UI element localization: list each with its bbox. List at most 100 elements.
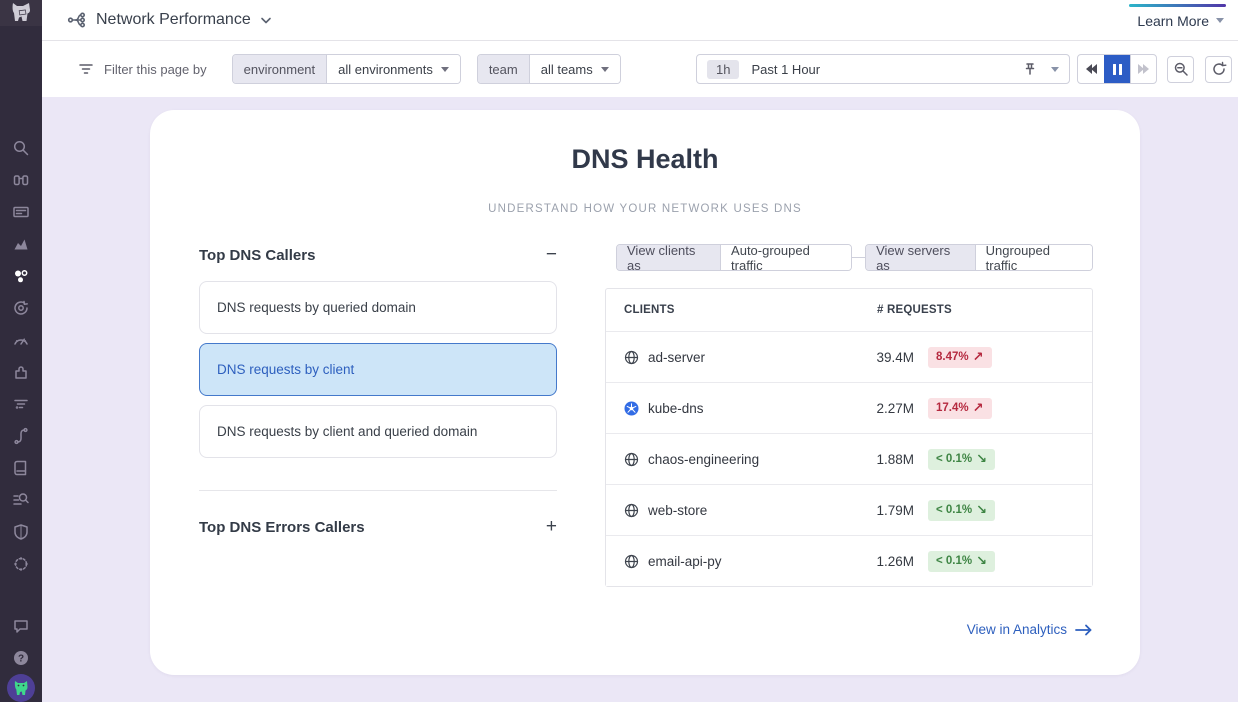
requests-value: 1.26M bbox=[876, 553, 914, 569]
client-name: ad-server bbox=[648, 349, 706, 365]
infrastructure-icon[interactable] bbox=[0, 260, 42, 292]
pin-icon[interactable] bbox=[1023, 62, 1037, 76]
card-subtitle: UNDERSTAND HOW YOUR NETWORK USES DNS bbox=[488, 203, 802, 215]
requests-value: 2.27M bbox=[876, 400, 914, 416]
requests-value: 39.4M bbox=[876, 349, 914, 365]
trend-up-icon: ↗ bbox=[972, 349, 984, 364]
refresh-button[interactable] bbox=[1205, 55, 1232, 83]
fast-forward-button[interactable] bbox=[1130, 55, 1156, 83]
security-shield-icon[interactable] bbox=[0, 516, 42, 548]
synthetics-globe-icon[interactable] bbox=[0, 548, 42, 580]
trend-down-icon: ↘ bbox=[976, 451, 988, 466]
page-title-dropdown[interactable]: Network Performance bbox=[67, 10, 272, 30]
requests-value: 1.79M bbox=[876, 502, 914, 518]
option-dns-requests-by-client[interactable]: DNS requests by client bbox=[199, 343, 557, 396]
chat-feedback-icon[interactable] bbox=[0, 610, 42, 642]
dns-callers-panel: Top DNS Callers − DNS requests by querie… bbox=[199, 244, 557, 538]
logs-icon[interactable] bbox=[0, 388, 42, 420]
view-toggles: View clients as Auto-grouped traffic Vie… bbox=[605, 244, 1093, 271]
option-dns-requests-by-queried-domain[interactable]: DNS requests by queried domain bbox=[199, 281, 557, 334]
metrics-icon[interactable] bbox=[0, 228, 42, 260]
top-dns-errors-callers-title: Top DNS Errors Callers bbox=[199, 518, 365, 536]
dns-clients-panel: View clients as Auto-grouped traffic Vie… bbox=[605, 244, 1093, 587]
filter-bar: Filter this page by environment all envi… bbox=[42, 41, 1238, 97]
collapse-section-button[interactable]: − bbox=[545, 244, 557, 265]
section-divider bbox=[199, 490, 557, 491]
expand-section-button[interactable]: + bbox=[545, 516, 557, 537]
help-icon[interactable]: ? bbox=[0, 642, 42, 674]
client-name: email-api-py bbox=[648, 553, 722, 569]
sidebar: ? bbox=[0, 0, 42, 702]
arrow-right-icon bbox=[1075, 624, 1092, 635]
client-name: kube-dns bbox=[648, 400, 704, 416]
table-row-web-store[interactable]: web-store 1.79M < 0.1% ↘ bbox=[606, 484, 1092, 535]
team-filter-key: team bbox=[477, 55, 529, 83]
globe-icon bbox=[624, 452, 639, 466]
refresh-icon bbox=[1212, 61, 1227, 75]
notebooks-icon[interactable] bbox=[0, 452, 42, 484]
page-title: Network Performance bbox=[96, 11, 251, 28]
top-dns-callers-header: Top DNS Callers − bbox=[199, 244, 557, 266]
table-row-ad-server[interactable]: ad-server 39.4M 8.47% ↗ bbox=[606, 331, 1092, 382]
view-servers-as-label: View servers as bbox=[866, 245, 975, 270]
dashboards-icon[interactable] bbox=[0, 196, 42, 228]
table-header: CLIENTS # REQUESTS bbox=[606, 289, 1092, 331]
view-clients-as-toggle[interactable]: View clients as Auto-grouped traffic bbox=[616, 244, 853, 271]
change-badge: < 0.1% ↘ bbox=[928, 448, 996, 470]
zoom-out-button[interactable] bbox=[1167, 55, 1194, 83]
requests-column-header: # REQUESTS bbox=[877, 304, 952, 316]
learn-more-button[interactable]: Learn More bbox=[1137, 0, 1224, 41]
client-name: chaos-engineering bbox=[648, 451, 760, 467]
toggle-connector bbox=[852, 257, 866, 258]
fast-forward-icon bbox=[1138, 64, 1144, 74]
learn-more-caret-icon bbox=[1216, 18, 1224, 23]
apm-gauge-icon[interactable] bbox=[0, 324, 42, 356]
clients-column-header: CLIENTS bbox=[624, 304, 675, 316]
team-caret-icon bbox=[600, 66, 609, 72]
globe-icon bbox=[624, 554, 639, 568]
requests-value: 1.88M bbox=[876, 451, 914, 467]
time-range-badge: 1h bbox=[707, 59, 740, 79]
time-range-caret-icon bbox=[1051, 66, 1059, 72]
team-filter-value: all teams bbox=[540, 61, 593, 77]
table-row-email-api-py[interactable]: email-api-py 1.26M < 0.1% ↘ bbox=[606, 535, 1092, 586]
avatar-mascot-icon bbox=[14, 681, 28, 695]
zoom-out-icon bbox=[1174, 62, 1188, 76]
audit-logs-icon[interactable] bbox=[0, 484, 42, 516]
card-title: DNS Health bbox=[571, 144, 719, 174]
filter-icon bbox=[79, 64, 93, 74]
monitors-icon[interactable] bbox=[0, 292, 42, 324]
view-in-analytics-link[interactable]: View in Analytics bbox=[967, 622, 1093, 637]
time-range-selector[interactable]: 1h Past 1 Hour bbox=[696, 54, 1070, 84]
table-row-kube-dns[interactable]: kube-dns 2.27M 17.4% ↗ bbox=[606, 382, 1092, 433]
integrations-icon[interactable] bbox=[0, 356, 42, 388]
pause-icon bbox=[1112, 63, 1116, 75]
view-servers-as-toggle[interactable]: View servers as Ungrouped traffic bbox=[865, 244, 1093, 271]
user-avatar-slot bbox=[7, 674, 35, 702]
environment-caret-icon bbox=[440, 66, 449, 72]
chevron-down-icon bbox=[260, 17, 271, 23]
datadog-logo[interactable] bbox=[0, 0, 42, 26]
team-filter[interactable]: team all teams bbox=[476, 54, 621, 84]
dns-health-card: DNS Health UNDERSTAND HOW YOUR NETWORK U… bbox=[150, 110, 1140, 675]
rewind-button[interactable] bbox=[1078, 55, 1104, 83]
datadog-dog-icon bbox=[12, 3, 30, 21]
time-range-label: Past 1 Hour bbox=[751, 61, 821, 77]
dns-clients-table: CLIENTS # REQUESTS ad-server 39.4M 8.47 bbox=[605, 288, 1093, 587]
search-icon[interactable] bbox=[0, 132, 42, 164]
change-badge: 8.47% ↗ bbox=[928, 346, 992, 368]
trend-up-icon: ↗ bbox=[972, 400, 984, 415]
learn-more-label: Learn More bbox=[1137, 12, 1209, 29]
network-performance-icon bbox=[67, 12, 86, 28]
environment-filter[interactable]: environment all environments bbox=[231, 54, 461, 84]
user-avatar[interactable] bbox=[7, 674, 35, 702]
top-dns-errors-callers-header: Top DNS Errors Callers + bbox=[199, 516, 557, 538]
watchdog-icon[interactable] bbox=[0, 164, 42, 196]
pause-button[interactable] bbox=[1104, 55, 1130, 83]
service-map-icon[interactable] bbox=[0, 420, 42, 452]
option-dns-requests-by-client-and-queried-domain[interactable]: DNS requests by client and queried domai… bbox=[199, 405, 557, 458]
playback-controls bbox=[1077, 54, 1157, 84]
view-clients-as-value: Auto-grouped traffic bbox=[720, 245, 852, 270]
table-row-chaos-engineering[interactable]: chaos-engineering 1.88M < 0.1% ↘ bbox=[606, 433, 1092, 484]
